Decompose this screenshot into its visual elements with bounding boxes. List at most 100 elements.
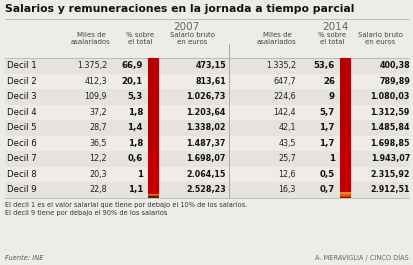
Bar xyxy=(339,192,350,195)
Text: Decil 7: Decil 7 xyxy=(7,154,37,163)
Bar xyxy=(5,182,408,197)
Bar xyxy=(5,73,408,89)
Text: Decil 5: Decil 5 xyxy=(7,123,37,132)
Bar xyxy=(339,169,350,182)
Bar xyxy=(147,196,159,197)
Text: % sobre
el total: % sobre el total xyxy=(126,32,154,46)
Text: 26: 26 xyxy=(322,77,334,86)
Bar xyxy=(147,179,159,187)
Text: 9: 9 xyxy=(328,92,334,101)
Text: 1.203,64: 1.203,64 xyxy=(186,108,225,117)
Text: 28,7: 28,7 xyxy=(89,123,107,132)
Text: Decil 3: Decil 3 xyxy=(7,92,37,101)
Text: 1.943,07: 1.943,07 xyxy=(370,154,409,163)
Text: 473,15: 473,15 xyxy=(195,61,225,70)
Text: 142,4: 142,4 xyxy=(273,108,295,117)
Text: 1,4: 1,4 xyxy=(127,123,142,132)
Text: 0,7: 0,7 xyxy=(319,185,334,194)
Text: Decil 4: Decil 4 xyxy=(7,108,37,117)
Text: 1: 1 xyxy=(137,170,142,179)
Text: 1.080,03: 1.080,03 xyxy=(370,92,409,101)
Text: 5,3: 5,3 xyxy=(128,92,142,101)
Text: 2007: 2007 xyxy=(173,22,199,32)
Bar xyxy=(339,196,350,197)
Bar xyxy=(147,151,159,179)
Text: 25,7: 25,7 xyxy=(278,154,295,163)
Text: 1.335,2: 1.335,2 xyxy=(265,61,295,70)
Bar xyxy=(339,133,350,169)
Text: 1.698,85: 1.698,85 xyxy=(370,139,409,148)
Text: Decil 9: Decil 9 xyxy=(7,185,36,194)
Text: 5,7: 5,7 xyxy=(319,108,334,117)
Text: Decil 8: Decil 8 xyxy=(7,170,37,179)
Text: 789,89: 789,89 xyxy=(378,77,409,86)
Text: 1.026,73: 1.026,73 xyxy=(186,92,225,101)
Bar xyxy=(5,58,408,73)
Text: 1,7: 1,7 xyxy=(319,139,334,148)
Bar xyxy=(147,58,159,151)
Bar xyxy=(5,89,408,104)
Text: 647,7: 647,7 xyxy=(273,77,295,86)
Bar xyxy=(339,58,350,133)
Bar xyxy=(147,189,159,191)
Bar xyxy=(5,120,408,135)
Text: Fuente: INE: Fuente: INE xyxy=(5,255,43,261)
Text: 1: 1 xyxy=(328,154,334,163)
Text: Decil 2: Decil 2 xyxy=(7,77,37,86)
Text: Miles de
asalariados: Miles de asalariados xyxy=(256,32,296,46)
Text: 12,6: 12,6 xyxy=(278,170,295,179)
Text: 1.312,59: 1.312,59 xyxy=(370,108,409,117)
Text: 2.912,51: 2.912,51 xyxy=(370,185,409,194)
Text: 42,1: 42,1 xyxy=(278,123,295,132)
Bar xyxy=(339,182,350,190)
Text: Salario bruto
en euros: Salario bruto en euros xyxy=(357,32,402,46)
Text: Salario bruto
en euros: Salario bruto en euros xyxy=(170,32,214,46)
Text: % sobre
el total: % sobre el total xyxy=(317,32,345,46)
Text: 0,5: 0,5 xyxy=(319,170,334,179)
Text: 22,8: 22,8 xyxy=(89,185,107,194)
Text: 224,6: 224,6 xyxy=(273,92,295,101)
Text: 16,3: 16,3 xyxy=(278,185,295,194)
Text: 2014: 2014 xyxy=(321,22,347,32)
Text: 0,6: 0,6 xyxy=(128,154,142,163)
Text: 400,38: 400,38 xyxy=(378,61,409,70)
Text: 1,1: 1,1 xyxy=(127,185,142,194)
Bar xyxy=(147,195,159,196)
Bar xyxy=(339,190,350,192)
Text: 109,9: 109,9 xyxy=(84,92,107,101)
Text: 813,61: 813,61 xyxy=(195,77,225,86)
Text: Decil 6: Decil 6 xyxy=(7,139,37,148)
Bar xyxy=(147,187,159,189)
Text: A. MERAVIGLIA / CINCO DÍAS: A. MERAVIGLIA / CINCO DÍAS xyxy=(314,254,408,261)
Text: 66,9: 66,9 xyxy=(121,61,142,70)
Text: Decil 1: Decil 1 xyxy=(7,61,37,70)
Text: 2.315,92: 2.315,92 xyxy=(370,170,409,179)
Text: 1.485,84: 1.485,84 xyxy=(370,123,409,132)
Text: Salarios y remuneraciones en la jornada a tiempo parcial: Salarios y remuneraciones en la jornada … xyxy=(5,4,354,14)
Text: Miles de
asalariados: Miles de asalariados xyxy=(71,32,111,46)
Text: El decil 9 tiene por debajo el 90% de los salarios: El decil 9 tiene por debajo el 90% de lo… xyxy=(5,210,167,215)
Text: 20,3: 20,3 xyxy=(89,170,107,179)
Text: 412,3: 412,3 xyxy=(84,77,107,86)
Text: 1,8: 1,8 xyxy=(127,108,142,117)
Text: 53,6: 53,6 xyxy=(313,61,334,70)
Bar xyxy=(5,104,408,120)
Bar xyxy=(5,151,408,166)
Text: 1,8: 1,8 xyxy=(127,139,142,148)
Text: 37,2: 37,2 xyxy=(89,108,107,117)
Text: El decil 1 es el valor salarial que tiene por debajo el 10% de los salarios.: El decil 1 es el valor salarial que tien… xyxy=(5,201,247,207)
Bar xyxy=(5,135,408,151)
Text: 1.698,07: 1.698,07 xyxy=(186,154,225,163)
Bar xyxy=(147,191,159,194)
Text: 1.375,2: 1.375,2 xyxy=(76,61,107,70)
Bar xyxy=(339,195,350,196)
Bar xyxy=(147,194,159,195)
Text: 1.487,37: 1.487,37 xyxy=(186,139,225,148)
Text: 12,2: 12,2 xyxy=(89,154,107,163)
Text: 1,7: 1,7 xyxy=(319,123,334,132)
Text: 20,1: 20,1 xyxy=(121,77,142,86)
Text: 36,5: 36,5 xyxy=(89,139,107,148)
Bar xyxy=(5,166,408,182)
Text: 2.528,23: 2.528,23 xyxy=(186,185,225,194)
Text: 1.338,02: 1.338,02 xyxy=(186,123,225,132)
